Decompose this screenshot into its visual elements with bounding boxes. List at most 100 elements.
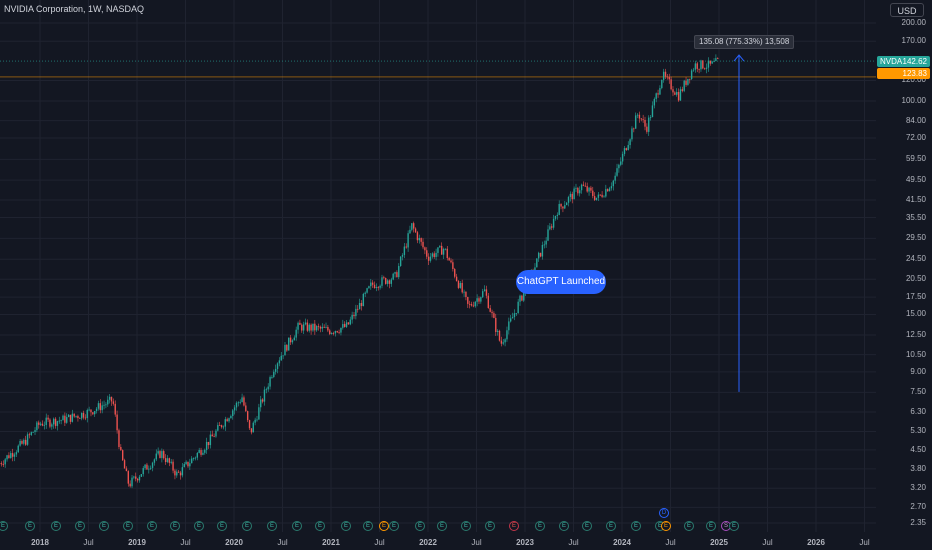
candle-body <box>36 422 38 431</box>
earnings-event-icon[interactable]: E <box>292 521 302 531</box>
candle-body <box>506 330 508 340</box>
candle-body <box>131 477 133 487</box>
time-tick-label: 2019 <box>128 538 146 547</box>
earnings-event-icon[interactable]: E <box>341 521 351 531</box>
candle-body <box>228 418 230 422</box>
measure-arrow-head <box>733 54 745 62</box>
candle-body <box>284 344 286 356</box>
candle-body <box>703 68 706 70</box>
earnings-event-icon[interactable]: E <box>415 521 425 531</box>
earnings-event-icon[interactable]: E <box>729 521 739 531</box>
candle-body <box>250 428 253 433</box>
candle-body <box>245 405 247 412</box>
candle-body <box>92 412 94 415</box>
candle-body <box>608 188 611 192</box>
candle-body <box>375 286 378 289</box>
candle-body <box>621 153 624 162</box>
earnings-event-icon[interactable]: E <box>0 521 8 531</box>
price-tick-label: 3.20 <box>910 483 926 493</box>
candle-body <box>321 326 323 329</box>
earnings-event-icon[interactable]: E <box>170 521 180 531</box>
candle-body <box>17 445 19 453</box>
earnings-event-icon[interactable]: E <box>606 521 616 531</box>
candle-body <box>560 203 562 207</box>
candle-body <box>644 120 646 127</box>
earnings-event-icon[interactable]: E <box>123 521 133 531</box>
candle-body <box>584 185 587 187</box>
earnings-event-icon[interactable]: E <box>559 521 569 531</box>
candle-body <box>539 252 542 257</box>
candle-body <box>181 467 184 476</box>
candle-body <box>23 439 25 444</box>
earnings-event-icon[interactable]: E <box>706 521 716 531</box>
candle-body <box>427 256 430 261</box>
price-tick-label: 29.50 <box>905 233 926 243</box>
time-tick-label: Jul <box>374 538 385 547</box>
earnings-event-icon[interactable]: E <box>25 521 35 531</box>
earnings-event-icon[interactable]: E <box>217 521 227 531</box>
earnings-event-icon[interactable]: E <box>485 521 495 531</box>
candle-body <box>84 417 87 419</box>
earnings-event-icon[interactable]: E <box>509 521 519 531</box>
candle-body <box>39 423 42 425</box>
price-tick-label: 35.50 <box>905 212 926 222</box>
earnings-event-icon[interactable]: E <box>684 521 694 531</box>
candle-body <box>593 196 596 200</box>
candle-body <box>10 453 12 458</box>
candle-body <box>386 280 389 284</box>
price-tick-label: 84.00 <box>905 115 926 125</box>
earnings-event-icon[interactable]: E <box>194 521 204 531</box>
candle-body <box>32 431 34 433</box>
candle-body <box>679 89 682 101</box>
candle-body <box>271 377 273 378</box>
chatgpt-callout[interactable]: ChatGPT Launched <box>516 270 606 294</box>
dividend-event-icon[interactable]: D <box>659 508 669 518</box>
candle-body <box>412 223 415 229</box>
candle-body <box>692 69 695 71</box>
earnings-event-icon[interactable]: E <box>389 521 399 531</box>
time-tick-label: 2018 <box>31 538 49 547</box>
earnings-event-icon[interactable]: E <box>582 521 592 531</box>
earnings-event-icon[interactable]: E <box>437 521 447 531</box>
candle-body <box>455 276 458 281</box>
candle-body <box>444 248 447 250</box>
earnings-event-icon[interactable]: E <box>267 521 277 531</box>
candle-body <box>648 117 650 132</box>
candle-body <box>474 301 476 307</box>
candle-body <box>293 337 296 341</box>
candle-body <box>166 458 169 463</box>
candle-body <box>620 161 622 165</box>
earnings-event-icon[interactable]: E <box>661 521 671 531</box>
time-tick-label: Jul <box>665 538 676 547</box>
candle-body <box>601 194 603 197</box>
earnings-event-icon[interactable]: E <box>75 521 85 531</box>
candle-body <box>483 289 486 292</box>
candle-body <box>398 266 400 278</box>
earnings-event-icon[interactable]: E <box>315 521 325 531</box>
earnings-event-icon[interactable]: E <box>51 521 61 531</box>
earnings-event-icon[interactable]: E <box>631 521 641 531</box>
candle-body <box>306 322 309 331</box>
currency-button[interactable]: USD <box>890 3 924 17</box>
candle-body <box>80 412 83 419</box>
earnings-event-icon[interactable]: E <box>363 521 373 531</box>
candle-body <box>364 292 366 294</box>
earnings-event-icon[interactable]: E <box>379 521 389 531</box>
candle-body <box>659 88 661 95</box>
last-price-value: 142.62 <box>902 57 927 66</box>
candle-body <box>314 323 316 331</box>
earnings-event-icon[interactable]: E <box>99 521 109 531</box>
earnings-event-icon[interactable]: E <box>147 521 157 531</box>
earnings-event-icon[interactable]: E <box>461 521 471 531</box>
candle-body <box>694 63 697 70</box>
price-tick-label: 7.50 <box>910 387 926 397</box>
candle-body <box>200 450 202 455</box>
candle-body <box>418 238 420 241</box>
candle-body <box>552 218 555 228</box>
earnings-event-icon[interactable]: E <box>535 521 545 531</box>
candle-body <box>38 422 40 425</box>
candle-body <box>82 412 85 418</box>
candle-body <box>97 403 100 409</box>
earnings-event-icon[interactable]: E <box>242 521 252 531</box>
